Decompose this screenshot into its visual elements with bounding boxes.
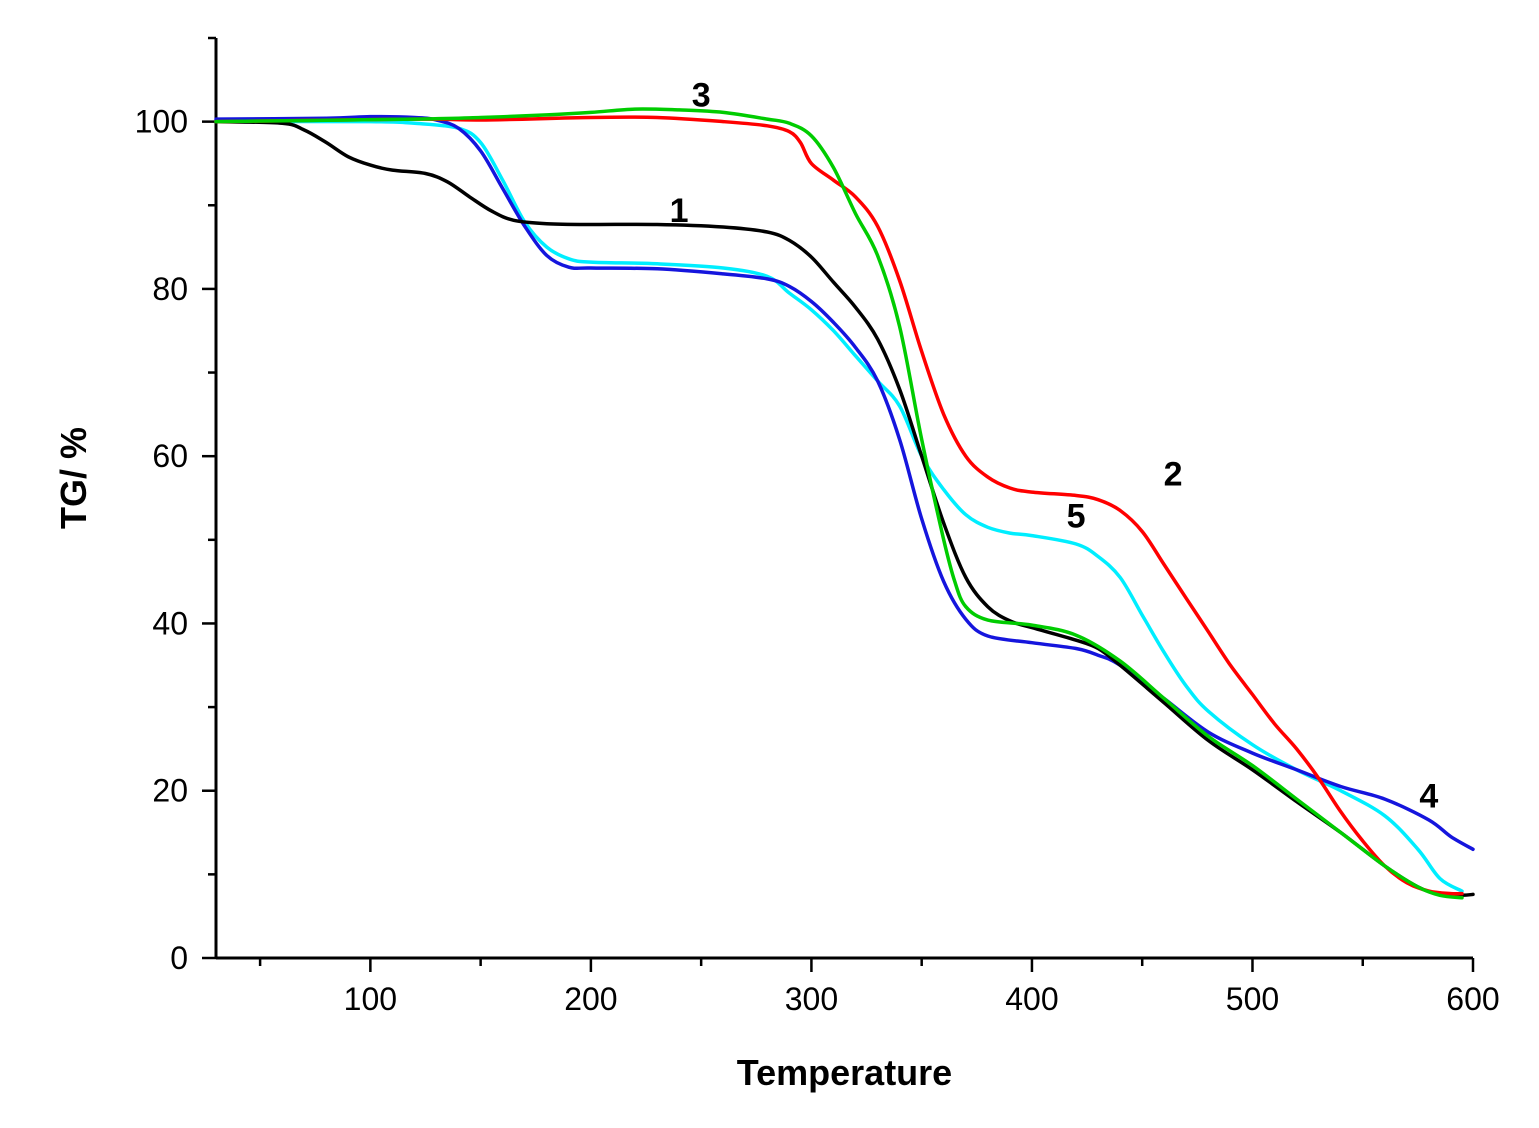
axis-ticks: 100 200 300 400 500 600 0 20 40 60 80 100 <box>135 36 1500 1017</box>
series-line-5 <box>214 119 1464 893</box>
x-tick-label: 600 <box>1446 981 1499 1017</box>
series-labels: 1 2 3 4 5 <box>670 77 1439 816</box>
series-line-4 <box>214 114 1475 852</box>
series-line-1 <box>214 119 1475 898</box>
x-tick-label: 200 <box>564 981 617 1017</box>
y-tick-label: 60 <box>152 438 188 474</box>
y-tick-label: 0 <box>170 940 188 976</box>
series-label-2: 2 <box>1164 455 1183 493</box>
series-label-3: 3 <box>692 77 711 115</box>
y-tick-label: 40 <box>152 605 188 641</box>
x-tick-label: 400 <box>1005 981 1058 1017</box>
y-axis-title: TG/ % <box>53 427 94 529</box>
x-tick-label: 100 <box>344 981 397 1017</box>
y-tick-label: 20 <box>152 773 188 809</box>
series-line-2 <box>214 115 1464 896</box>
series-label-5: 5 <box>1067 497 1086 535</box>
series-group <box>214 107 1475 900</box>
x-axis-title: Temperature <box>737 1052 952 1093</box>
axes <box>214 38 1473 960</box>
x-tick-label: 300 <box>785 981 838 1017</box>
x-tick-label: 500 <box>1226 981 1279 1017</box>
y-tick-label: 80 <box>152 271 188 307</box>
y-tick-label: 100 <box>135 104 188 140</box>
series-line-3 <box>214 107 1464 900</box>
series-label-4: 4 <box>1419 777 1438 815</box>
series-label-1: 1 <box>670 192 689 230</box>
